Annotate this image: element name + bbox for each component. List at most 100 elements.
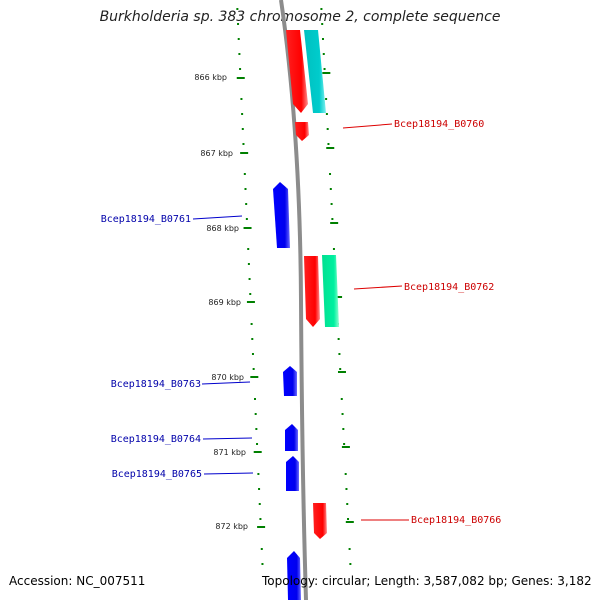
gene-label-B0762[interactable]: Bcep18194_B0762 [404,282,494,293]
scale-tick [329,173,332,175]
scale-tick [340,398,343,400]
scale-tick [240,152,249,154]
map-title: Burkholderia sp. 383 chromosome 2, compl… [99,9,501,25]
kbp-label: 872 kbp [215,522,248,531]
scale-tick [343,443,346,445]
scale-tick [252,368,255,370]
scale-tick [237,23,240,25]
scale-tick [240,98,243,100]
cyan-feature [304,30,326,113]
scale-tick [257,526,266,528]
scale-tick [254,413,257,415]
scale-tick [255,428,258,430]
gene-label-B0766[interactable]: Bcep18194_B0766 [411,515,501,526]
kbp-label: 870 kbp [211,373,244,382]
gene-label-B0763[interactable]: Bcep18194_B0763 [111,379,201,390]
scale-tick [330,203,333,205]
scale-tick [249,293,252,295]
kbp-label: 871 kbp [213,448,246,457]
scale-tick [239,68,242,70]
scale-tick [247,263,250,265]
gene-label-B0764[interactable]: Bcep18194_B0764 [111,434,201,445]
scale-tick [341,413,344,415]
scale-tick [326,147,335,149]
scale-tick [327,143,330,145]
scale-tick [322,72,331,74]
scale-tick [243,227,252,229]
scale-tick [341,446,350,448]
green-feature [322,255,339,327]
gene-label-B0760[interactable]: Bcep18194_B0760 [394,119,484,130]
scale-tick [251,353,254,355]
scale-tick [325,98,328,100]
scale-tick [247,248,250,250]
gene-label-B0761[interactable]: Bcep18194_B0761 [101,214,191,225]
scale-tick [344,473,347,475]
gene-B0762-arrow [304,256,320,327]
genome-backbone [279,0,308,600]
scale-tick [257,473,260,475]
scale-tick [244,188,247,190]
gene-B0760-arrow [295,122,309,141]
scale-tick [332,248,335,250]
scale-tick [250,376,259,378]
scale-tick [348,548,351,550]
scale-tick [260,548,263,550]
scale-tick [248,278,251,280]
scale-tick [342,428,345,430]
scale-tick [241,113,244,115]
scale-tick [246,301,255,303]
scale-tick [242,143,245,145]
scale-tick [321,38,324,40]
scale-tick [320,8,323,10]
topology-label: Topology: circular; Length: 3,587,082 bp… [262,574,592,588]
scale-tick [339,368,342,370]
kbp-label: 869 kbp [208,298,241,307]
scale-tick [337,338,340,340]
kbp-scale: 866 kbp 867 kbp 868 kbp 869 kbp 870 kbp … [194,73,248,531]
scale-tick [345,488,348,490]
gene-B0761-arrow [273,182,290,248]
gene-B0765-arrow [286,456,299,491]
forward-gene-top [286,30,308,113]
scale-tick [330,222,339,224]
scale-tick [321,23,324,25]
scale-tick [349,563,352,565]
scale-tick [256,443,259,445]
gene-B0766-arrow [313,503,327,539]
scale-tick [243,173,246,175]
scale-tick [323,68,326,70]
scale-tick [325,113,328,115]
scale-tick [237,38,240,40]
scale-tick [236,8,239,10]
scale-tick [250,323,253,325]
accession-label: Accession: NC_007511 [9,574,146,588]
scale-tick [326,128,329,130]
scale-tick [345,521,354,523]
leader-lines [192,123,409,521]
gene-B0763-arrow [283,366,297,396]
scale-tick [245,218,248,220]
scale-tick [245,203,248,205]
scale-tick [329,188,332,190]
reverse-gene-bottom [287,551,301,600]
scale-tick [241,128,244,130]
gene-features [273,30,339,600]
scale-tick [259,518,262,520]
gene-labels: Bcep18194_B0760 Bcep18194_B0761 Bcep1819… [101,119,502,526]
scale-tick [331,218,334,220]
scale-tick [258,503,261,505]
scale-tick [347,518,350,520]
scale-tick [253,451,262,453]
scale-tick [253,398,256,400]
scale-tick [261,563,264,565]
scale-tick [258,488,261,490]
scale-tick [346,503,349,505]
kbp-label: 868 kbp [206,224,239,233]
scale-tick [322,53,325,55]
gene-label-B0765[interactable]: Bcep18194_B0765 [112,469,202,480]
scale-tick [238,53,241,55]
scale-tick [338,353,341,355]
scale-tick [251,338,254,340]
